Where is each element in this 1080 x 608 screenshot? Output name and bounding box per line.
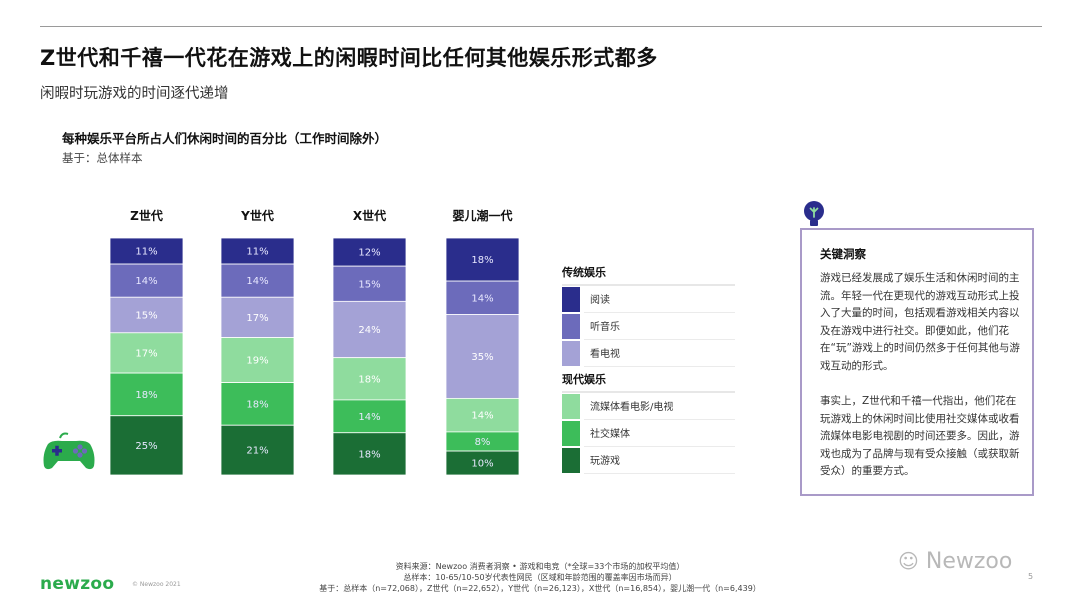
category-label: Z世代 bbox=[130, 208, 163, 223]
legend-label: 社交媒体 bbox=[590, 427, 630, 440]
legend-label: 看电视 bbox=[590, 347, 620, 360]
top-divider bbox=[40, 26, 1042, 27]
newzoo-logo: newzoo bbox=[40, 574, 115, 594]
data-label: 11% bbox=[246, 247, 268, 258]
category-label: Y世代 bbox=[240, 208, 274, 223]
bar-segment bbox=[109, 296, 184, 334]
data-label: 14% bbox=[471, 411, 493, 422]
bar-segment bbox=[445, 314, 520, 399]
sample-note: 总样本：10-65/10-50岁代表性网民（区域和年龄范围的覆盖率因市场而异） bbox=[403, 573, 677, 582]
data-label: 19% bbox=[246, 356, 268, 367]
bar-segment bbox=[109, 332, 184, 374]
source-note: 资料来源：Newzoo 消费者洞察 • 游戏和电竞（*全球=33个市场的加权平均… bbox=[395, 562, 685, 571]
chart-base-note: 基于：总体样本 bbox=[62, 151, 143, 165]
category-label: X世代 bbox=[353, 208, 386, 223]
bar-segment bbox=[109, 263, 184, 298]
data-label: 24% bbox=[358, 325, 380, 336]
bar-segment bbox=[220, 337, 295, 383]
legend-label: 玩游戏 bbox=[590, 454, 620, 467]
legend-group-title: 传统娱乐 bbox=[561, 265, 606, 279]
data-label: 8% bbox=[475, 437, 491, 448]
page-subtitle: 闲暇时玩游戏的时间逐代递增 bbox=[40, 86, 229, 102]
watermark-text: Newzoo bbox=[925, 549, 1013, 574]
data-label: 25% bbox=[135, 441, 157, 452]
bar-segment bbox=[332, 399, 407, 434]
insight-title: 关键洞察 bbox=[820, 247, 866, 261]
bar-segment bbox=[445, 397, 520, 433]
data-label: 14% bbox=[471, 293, 493, 304]
data-label: 18% bbox=[471, 255, 493, 266]
data-label: 12% bbox=[358, 248, 380, 259]
legend-label: 流媒体看电影/电视 bbox=[590, 400, 673, 413]
category-label: 婴儿潮一代 bbox=[452, 208, 512, 223]
bar-segment bbox=[445, 280, 520, 316]
data-label: 11% bbox=[135, 247, 157, 258]
data-label: 18% bbox=[246, 399, 268, 410]
legend-swatch bbox=[562, 287, 580, 312]
legend-label: 听音乐 bbox=[590, 320, 620, 333]
bar-segment bbox=[220, 424, 295, 476]
key-insight-box: 关键洞察 游戏已经发展成了娱乐生活和休闲时间的主流。年轻一代在更现代的游戏互动形… bbox=[800, 228, 1034, 496]
bar-segment bbox=[220, 237, 295, 265]
wechat-icon: ☺ bbox=[898, 549, 919, 573]
bar-segment bbox=[332, 432, 407, 476]
bar-segment bbox=[220, 263, 295, 298]
lightbulb-icon bbox=[804, 201, 824, 226]
data-label: 18% bbox=[358, 374, 380, 385]
legend-swatch bbox=[562, 314, 580, 339]
data-label: 18% bbox=[358, 449, 380, 460]
bar-segment bbox=[109, 372, 184, 417]
legend-label: 阅读 bbox=[590, 293, 610, 306]
legend-swatch bbox=[562, 421, 580, 446]
bar-segment bbox=[220, 296, 295, 338]
insight-paragraph-1: 游戏已经发展成了娱乐生活和休闲时间的主流。年轻一代在更现代的游戏互动形式上投入了… bbox=[820, 272, 1020, 372]
legend-swatch bbox=[562, 394, 580, 419]
bar-segment bbox=[220, 382, 295, 426]
data-label: 14% bbox=[246, 276, 268, 287]
data-label: 14% bbox=[135, 276, 157, 287]
copyright-text: © Newzoo 2021 bbox=[132, 581, 181, 588]
data-label: 17% bbox=[135, 348, 157, 359]
page-title: Z世代和千禧一代花在游戏上的闲暇时间比任何其他娱乐形式都多 bbox=[40, 46, 658, 70]
bar-segment bbox=[332, 300, 407, 359]
chart-title: 每种娱乐平台所占人们休闲时间的百分比（工作时间除外） bbox=[62, 131, 388, 146]
data-label: 10% bbox=[471, 459, 493, 470]
gamepad-icon bbox=[43, 432, 95, 470]
data-label: 21% bbox=[246, 446, 268, 457]
data-label: 18% bbox=[135, 390, 157, 401]
insight-paragraph-2: 事实上，Z世代和千禧一代指出，他们花在玩游戏上的休闲时间比使用社交媒体或收看流媒… bbox=[820, 395, 1020, 477]
watermark: ☺ Newzoo bbox=[898, 549, 1012, 574]
data-label: 14% bbox=[358, 412, 380, 423]
data-label: 35% bbox=[471, 352, 493, 363]
bar-segment bbox=[109, 415, 184, 476]
legend-swatch bbox=[562, 448, 580, 473]
legend-group-title: 现代娱乐 bbox=[562, 372, 606, 386]
data-label: 17% bbox=[246, 313, 268, 324]
data-label: 15% bbox=[358, 279, 380, 290]
base-note: 基于：总样本（n=72,068），Z世代（n=22,652），Y世代（n=26,… bbox=[319, 584, 761, 593]
legend-swatch bbox=[562, 341, 580, 366]
bar-segment bbox=[332, 265, 407, 302]
bar-segment bbox=[109, 237, 184, 265]
bar-segment bbox=[445, 450, 520, 476]
data-label: 15% bbox=[135, 311, 157, 322]
bar-segment bbox=[332, 237, 407, 267]
page-number: 5 bbox=[1028, 572, 1034, 581]
